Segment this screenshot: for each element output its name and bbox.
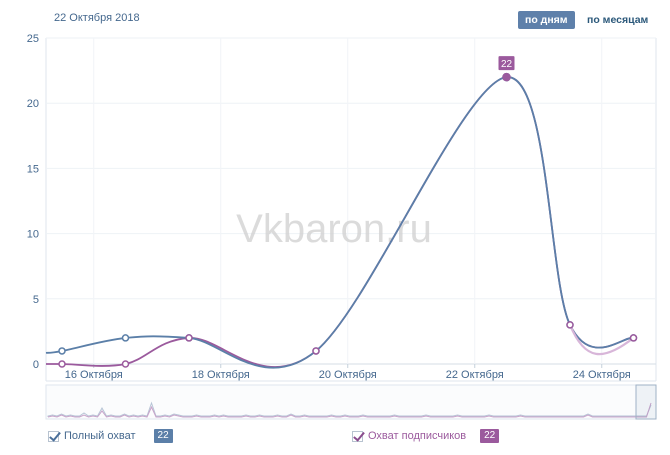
series-line-total-reach (45, 76, 634, 369)
data-point-subscribers-reach[interactable] (58, 360, 66, 368)
x-tick-label: 22 Октября (446, 369, 504, 381)
data-point-subscribers-reach[interactable] (566, 321, 574, 329)
tooltip-box (498, 56, 515, 71)
selected-date-label: 22 Октября 2018 (54, 12, 140, 24)
reach-chart[interactable]: 0 5 10 15 20 25 16 Октября 18 Октября 20 Октябр… (0, 0, 670, 425)
watermark: Vkbaron.ru (236, 207, 432, 251)
x-axis-ticks: 16 Октября 18 Октября 20 Октября 22 Октября… (65, 369, 631, 381)
x-tick-label: 20 Октября (319, 369, 377, 381)
legend-total-reach-badge: 22 (153, 429, 173, 443)
x-tick-label: 18 Октября (192, 369, 250, 381)
data-point-total-reach[interactable] (58, 347, 66, 355)
series-points (58, 72, 638, 368)
data-point-subscribers-reach[interactable] (121, 360, 130, 368)
legend-subscribers-reach[interactable]: Охват подписчиков 22 (352, 428, 500, 444)
by-days-button[interactable]: по дням (518, 11, 575, 29)
y-tick-label: 5 (33, 294, 39, 306)
data-point-subscribers-reach[interactable] (185, 334, 193, 342)
navigator-line-total (47, 401, 652, 417)
series-lines (45, 76, 635, 369)
legend-total-reach[interactable]: Полный охват 22 (48, 428, 173, 444)
navigator-line-subscribers (47, 402, 652, 418)
checkbox-total-reach[interactable] (48, 430, 59, 442)
y-tick-label: 20 (27, 98, 39, 110)
grid-lines (46, 37, 656, 368)
data-point-subscribers-reach[interactable] (629, 334, 638, 342)
legend-subscribers-reach-label: Охват подписчиков (368, 430, 467, 442)
data-point-subscribers-reach[interactable] (312, 347, 320, 355)
checkbox-subscribers-reach[interactable] (352, 430, 363, 442)
data-point-total-reach[interactable] (121, 334, 130, 342)
value-tooltip: 22 (498, 56, 515, 71)
y-axis-ticks: 0 5 10 15 20 25 (27, 33, 39, 371)
data-point-subscribers-reach[interactable] (502, 72, 511, 82)
x-tick-label: 16 Октября (65, 369, 123, 381)
x-tick-label: 24 Октября (573, 369, 631, 381)
navigator-selection[interactable] (635, 384, 657, 420)
series-line-future-segment (568, 324, 635, 356)
y-tick-label: 25 (27, 33, 39, 45)
legend-total-reach-label: Полный охват (64, 430, 136, 442)
legend-subscribers-reach-badge: 22 (480, 429, 500, 443)
range-navigator[interactable] (45, 384, 657, 420)
y-tick-label: 10 (27, 229, 39, 241)
y-tick-label: 0 (33, 359, 39, 371)
by-months-button[interactable]: по месяцам (587, 14, 649, 26)
tooltip-value: 22 (501, 59, 513, 70)
y-tick-label: 15 (27, 163, 39, 175)
